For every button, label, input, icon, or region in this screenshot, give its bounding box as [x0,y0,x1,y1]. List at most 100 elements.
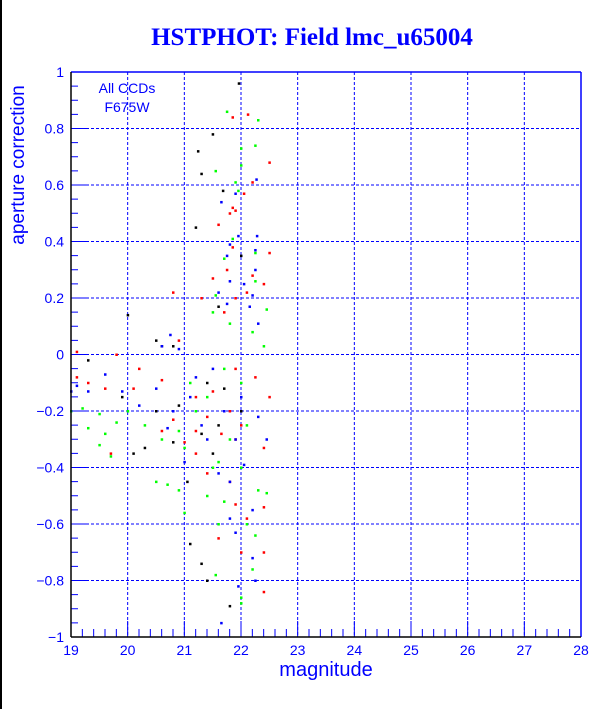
data-point-red [231,206,234,210]
data-point-red [254,376,257,379]
data-point-red [75,376,79,379]
data-point-green [223,500,226,503]
data-point-blue [240,395,243,399]
data-point-red [194,452,198,455]
data-point-red [242,192,246,195]
data-point-blue [234,531,237,534]
x-tick-label: 21 [177,642,193,658]
data-point-black [126,313,130,317]
data-point-green [223,367,226,371]
x-tick-label: 19 [63,642,79,658]
data-point-red [172,291,175,294]
data-point-green [234,181,237,184]
data-point-green [217,523,220,526]
data-point-red [172,418,175,421]
data-point-green [98,443,101,447]
data-point-red [183,441,186,444]
data-point-green [240,602,243,605]
data-point-black [206,381,209,385]
data-point-black [132,452,135,455]
data-point-red [220,432,223,436]
y-tick-label: −0.2 [36,403,64,419]
data-point-blue [255,178,258,181]
data-point-green [254,144,257,147]
data-point-blue [242,463,246,467]
y-tick-label: −0.4 [36,460,64,476]
data-point-green [143,424,147,427]
axes: 19 20 21 22 23 24 25 26 27 28 −1 −0.8 −0.6 −0.4 −0.2 0 0… [36,64,589,658]
data-point-red [217,537,220,540]
data-point-green [217,460,220,464]
data-point-blue [237,234,240,238]
annotation-filter: F675W [104,99,150,115]
data-point-black [186,480,189,484]
data-point-blue [211,367,215,371]
data-point-blue [220,200,223,204]
data-point-black [196,150,200,153]
data-point-green [245,424,249,427]
data-point-green [237,189,240,193]
data-point-black [143,446,147,450]
data-point-green [257,119,260,122]
data-point-blue [257,322,260,325]
data-point-blue [155,387,158,390]
data-point-blue [242,282,246,286]
data-point-green [228,438,232,441]
data-point-red [115,353,118,356]
data-point-blue [75,384,79,388]
data-point-green [240,147,243,150]
data-point-red [87,381,90,385]
data-point-green [177,489,181,492]
data-point-red [246,113,250,116]
data-point-red [200,297,203,300]
data-point-black [200,562,203,566]
data-point-black [155,339,158,342]
data-point-black [200,172,203,176]
data-point-red [262,446,266,450]
y-tick-label: −1 [48,629,64,645]
data-point-black [221,189,225,193]
data-point-blue [257,415,260,419]
data-point-red [177,339,181,342]
data-point-red [223,311,226,314]
data-point-green [194,410,198,413]
data-point-green [254,534,257,537]
data-point-green [240,164,243,167]
data-point-red [262,506,266,509]
data-point-blue [223,410,226,413]
data-point-blue [228,480,232,484]
data-point-red [138,367,141,371]
data-point-black [240,254,243,258]
data-point-blue [160,345,164,348]
data-point-blue [177,347,181,351]
data-point-black [217,424,220,427]
data-point-blue [166,426,169,430]
data-points [70,82,271,625]
data-point-red [262,282,266,286]
annotation-ccds: All CCDs [99,80,156,96]
data-point-green [211,466,215,469]
data-point-red [231,246,234,249]
data-point-blue [255,234,259,238]
data-point-red [109,452,113,455]
data-point-black [172,345,175,348]
data-point-blue [248,305,251,308]
data-point-black [206,579,209,582]
data-point-red [217,223,220,227]
data-point-red [194,395,198,399]
data-point-red [104,387,107,390]
data-point-green [155,480,158,484]
data-point-blue [225,254,229,258]
data-point-green [214,573,217,577]
data-point-green [245,523,249,526]
data-point-red [194,429,198,433]
data-point-green [265,308,268,311]
data-point-blue [87,390,90,393]
data-point-blue [172,410,175,413]
data-point-red [132,387,135,390]
data-point-red [231,116,234,119]
data-point-green [254,280,257,283]
x-tick-label: 22 [233,642,249,658]
data-point-green [240,596,243,599]
data-point-red [240,551,243,554]
